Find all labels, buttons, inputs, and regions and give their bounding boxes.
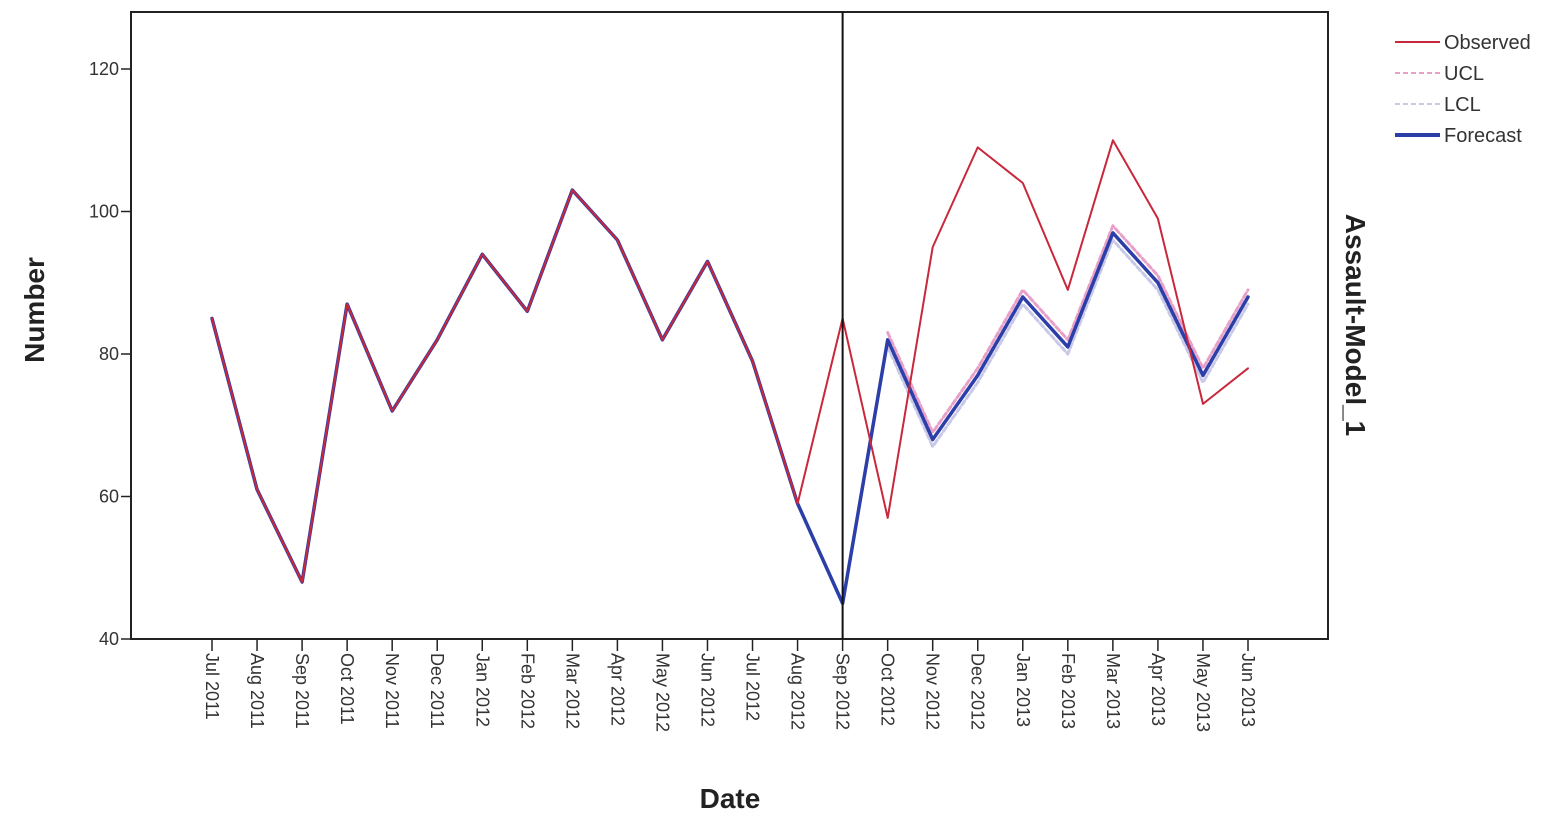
y-tick-label: 40 [99,629,119,649]
x-tick-label: Nov 2011 [382,653,402,729]
y-tick-label: 120 [89,59,119,79]
x-tick-label: Jul 2012 [743,653,763,721]
x-tick-label: Jun 2013 [1238,653,1258,727]
x-tick-label: Nov 2012 [923,653,943,730]
x-tick-label: Dec 2011 [427,653,447,729]
x-tick-label: Dec 2012 [968,653,988,730]
x-tick-label: Oct 2011 [337,653,357,725]
y-tick-label: 100 [89,202,119,222]
y-axis: 40 60 80 100 120 [89,59,131,649]
x-tick-label: Feb 2012 [517,653,537,729]
legend-label: LCL [1444,94,1481,116]
y-tick-label: 80 [99,344,119,364]
y-tick-label: 60 [99,487,119,507]
x-tick-label: Sep 2011 [292,653,312,729]
x-tick-label: Oct 2012 [878,653,898,726]
plot-area [130,11,1329,640]
x-tick-label: Jul 2011 [202,653,222,720]
x-tick-label: Apr 2013 [1148,653,1168,726]
x-tick-label: Jun 2012 [697,653,717,727]
x-tick-label: May 2013 [1193,653,1213,732]
x-tick-label: Aug 2011 [247,653,267,729]
x-tick-label: Mar 2013 [1103,653,1123,729]
series-line-ucl [886,224,1250,434]
legend-label: Forecast [1444,125,1522,147]
x-tick-label: Feb 2013 [1058,653,1078,729]
model-label: Assault-Model_1 [1340,214,1371,437]
legend-label: UCL [1444,63,1484,85]
y-axis-title: Number [19,257,50,363]
x-tick-label: Mar 2012 [562,653,582,729]
series-line-observed [211,139,1249,583]
x-tick-label: Aug 2012 [788,653,808,730]
x-tick-label: Sep 2012 [833,653,853,730]
series-line-lcl [886,238,1250,449]
x-tick-label: May 2012 [652,653,672,732]
series-layer [210,139,1250,606]
x-tick-label: Jan 2013 [1013,653,1033,727]
x-tick-label: Apr 2012 [607,653,627,726]
legend-label: Observed [1444,32,1531,54]
x-axis: Jul 2011 Aug 2011 Sep 2011 Oct 2011 Nov 2011… [202,639,1258,732]
x-axis-title: Date [700,783,761,814]
legend: Observed UCL LCL Forecast [1395,32,1531,147]
x-tick-label: Jan 2012 [472,653,492,727]
